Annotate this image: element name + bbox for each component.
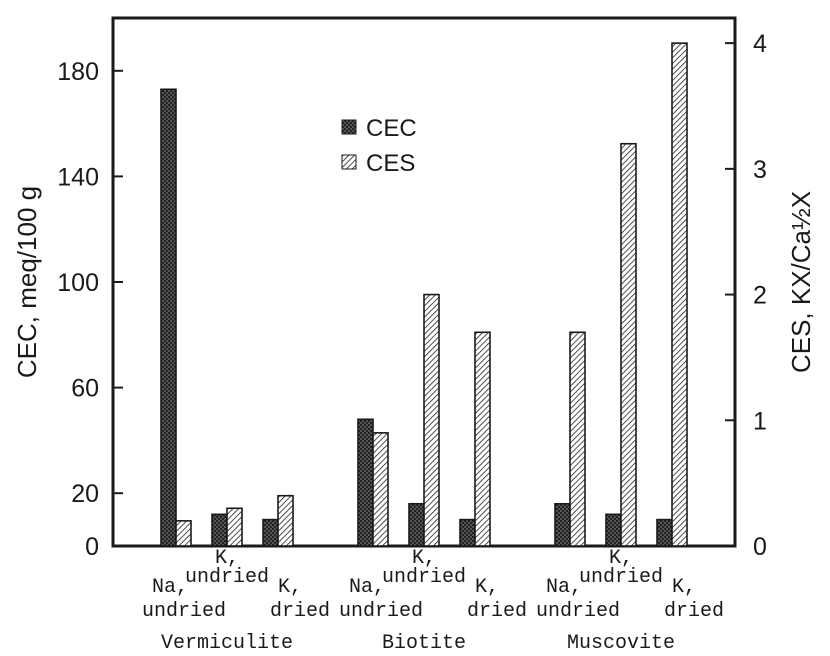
bar-cec <box>656 518 673 547</box>
x-label-undried-mid: undried <box>579 566 663 589</box>
bar-ces <box>423 293 440 547</box>
x-label-dried: dried <box>270 600 330 623</box>
bar-ces <box>277 494 294 547</box>
legend: CEC CES <box>341 115 417 177</box>
bars <box>160 42 688 547</box>
x-label-undried: undried <box>142 600 226 623</box>
x-label-k-right: K, <box>475 576 499 599</box>
bar-cec <box>211 513 228 547</box>
y-right-tick-label: 1 <box>753 407 767 435</box>
y-axis-right-label: CES, KX/Ca½X <box>786 191 816 373</box>
y-left-tick-label: 60 <box>71 375 99 403</box>
y-right-tick-label: 0 <box>753 533 767 561</box>
x-label-k-top: K, <box>412 547 436 570</box>
bar-ces <box>175 520 192 547</box>
x-label-na: Na, <box>349 576 385 599</box>
bar-ces <box>372 432 389 547</box>
bar-ces <box>671 42 688 547</box>
y-left-tick-label: 140 <box>57 163 99 191</box>
legend-swatch-ces <box>341 154 357 170</box>
x-label-dried: dried <box>467 600 527 623</box>
y-axis-left-ticks: 0 20 60 100 140 180 <box>57 58 123 561</box>
x-label-dried: dried <box>664 600 724 623</box>
x-label-k-right: K, <box>278 576 302 599</box>
x-label-mineral: Biotite <box>382 632 466 655</box>
bar-cec <box>605 513 622 547</box>
y-right-tick-label: 3 <box>753 156 767 184</box>
x-label-na: Na, <box>546 576 582 599</box>
x-label-undried: undried <box>339 600 423 623</box>
x-axis-labels: K,Na,undried K,undried driedVermiculiteK,N… <box>142 547 724 655</box>
y-axis-left-label: CEC, meq/100 g <box>12 186 42 378</box>
x-label-k-top: K, <box>609 547 633 570</box>
x-label-mineral: Muscovite <box>567 632 675 655</box>
x-label-undried-mid: undried <box>185 566 269 589</box>
y-left-tick-label: 0 <box>85 533 99 561</box>
bar-cec <box>408 502 425 547</box>
bar-cec <box>160 88 177 547</box>
bar-cec <box>554 502 571 547</box>
bar-ces <box>474 331 491 547</box>
legend-label-ces: CES <box>366 150 415 177</box>
x-label-k-top: K, <box>215 547 239 570</box>
y-left-tick-label: 100 <box>57 269 99 297</box>
x-label-na: Na, <box>152 576 188 599</box>
x-label-mineral: Vermiculite <box>161 632 293 655</box>
y-right-tick-label: 4 <box>753 30 767 58</box>
bar-cec <box>357 418 374 547</box>
bar-ces <box>569 331 586 547</box>
bar-ces <box>620 142 637 547</box>
x-label-k-right: K, <box>672 576 696 599</box>
y-left-tick-label: 20 <box>71 480 99 508</box>
y-right-tick-label: 2 <box>753 282 767 310</box>
bar-ces <box>226 507 243 547</box>
legend-swatch-cec <box>341 119 357 135</box>
y-left-tick-label: 180 <box>57 58 99 86</box>
legend-label-cec: CEC <box>366 115 417 142</box>
bar-cec <box>262 518 279 547</box>
x-label-undried: undried <box>536 600 620 623</box>
bar-cec <box>459 518 476 547</box>
y-axis-right-ticks: 0 1 2 3 4 <box>725 30 767 561</box>
x-label-undried-mid: undried <box>382 566 466 589</box>
